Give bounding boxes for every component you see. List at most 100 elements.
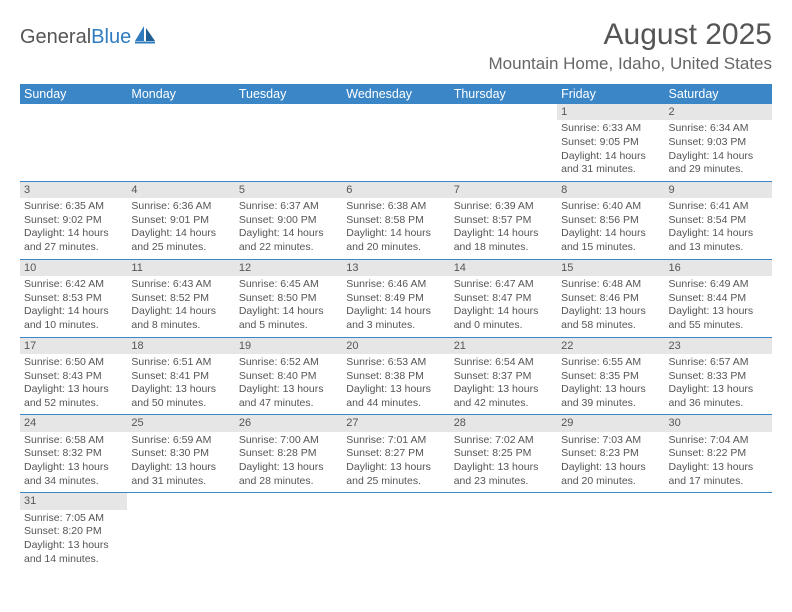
sunset: Sunset: 8:38 PM bbox=[346, 370, 445, 384]
calendar-table: SundayMondayTuesdayWednesdayThursdayFrid… bbox=[20, 84, 772, 570]
sunset: Sunset: 8:57 PM bbox=[454, 214, 553, 228]
sunrise: Sunrise: 6:51 AM bbox=[131, 356, 230, 370]
day-number: 13 bbox=[342, 260, 449, 276]
sunrise: Sunrise: 6:49 AM bbox=[669, 278, 768, 292]
sunset: Sunset: 8:40 PM bbox=[239, 370, 338, 384]
day-number: 5 bbox=[235, 182, 342, 198]
sunrise: Sunrise: 7:00 AM bbox=[239, 434, 338, 448]
daylight: Daylight: 13 hours and 20 minutes. bbox=[561, 461, 660, 488]
daylight: Daylight: 14 hours and 0 minutes. bbox=[454, 305, 553, 332]
daylight: Daylight: 13 hours and 39 minutes. bbox=[561, 383, 660, 410]
sunrise: Sunrise: 6:42 AM bbox=[24, 278, 123, 292]
calendar-cell: 16Sunrise: 6:49 AMSunset: 8:44 PMDayligh… bbox=[665, 259, 772, 337]
day-body: Sunrise: 6:55 AMSunset: 8:35 PMDaylight:… bbox=[557, 354, 664, 415]
day-body: Sunrise: 6:47 AMSunset: 8:47 PMDaylight:… bbox=[450, 276, 557, 337]
sunset: Sunset: 8:27 PM bbox=[346, 447, 445, 461]
sunrise: Sunrise: 6:34 AM bbox=[669, 122, 768, 136]
sunset: Sunset: 8:30 PM bbox=[131, 447, 230, 461]
calendar-cell: 28Sunrise: 7:02 AMSunset: 8:25 PMDayligh… bbox=[450, 415, 557, 493]
sunset: Sunset: 9:03 PM bbox=[669, 136, 768, 150]
daylight: Daylight: 13 hours and 34 minutes. bbox=[24, 461, 123, 488]
day-number: 23 bbox=[665, 338, 772, 354]
sunrise: Sunrise: 6:52 AM bbox=[239, 356, 338, 370]
sunrise: Sunrise: 6:46 AM bbox=[346, 278, 445, 292]
day-header: Thursday bbox=[450, 84, 557, 104]
sunrise: Sunrise: 6:50 AM bbox=[24, 356, 123, 370]
sunset: Sunset: 8:22 PM bbox=[669, 447, 768, 461]
calendar-cell: 31Sunrise: 7:05 AMSunset: 8:20 PMDayligh… bbox=[20, 493, 127, 570]
day-header: Sunday bbox=[20, 84, 127, 104]
day-header: Wednesday bbox=[342, 84, 449, 104]
day-number: 20 bbox=[342, 338, 449, 354]
day-number: 24 bbox=[20, 415, 127, 431]
sunrise: Sunrise: 7:04 AM bbox=[669, 434, 768, 448]
day-number: 28 bbox=[450, 415, 557, 431]
sunrise: Sunrise: 6:36 AM bbox=[131, 200, 230, 214]
day-number: 29 bbox=[557, 415, 664, 431]
day-body: Sunrise: 6:54 AMSunset: 8:37 PMDaylight:… bbox=[450, 354, 557, 415]
daylight: Daylight: 13 hours and 25 minutes. bbox=[346, 461, 445, 488]
sunrise: Sunrise: 6:33 AM bbox=[561, 122, 660, 136]
day-body: Sunrise: 6:37 AMSunset: 9:00 PMDaylight:… bbox=[235, 198, 342, 259]
sunset: Sunset: 8:53 PM bbox=[24, 292, 123, 306]
calendar-week: 1Sunrise: 6:33 AMSunset: 9:05 PMDaylight… bbox=[20, 104, 772, 181]
calendar-cell: 15Sunrise: 6:48 AMSunset: 8:46 PMDayligh… bbox=[557, 259, 664, 337]
day-body: Sunrise: 6:33 AMSunset: 9:05 PMDaylight:… bbox=[557, 120, 664, 181]
day-number: 25 bbox=[127, 415, 234, 431]
sunrise: Sunrise: 6:48 AM bbox=[561, 278, 660, 292]
calendar-week: 17Sunrise: 6:50 AMSunset: 8:43 PMDayligh… bbox=[20, 337, 772, 415]
day-number: 2 bbox=[665, 104, 772, 120]
sunset: Sunset: 8:52 PM bbox=[131, 292, 230, 306]
day-body: Sunrise: 6:53 AMSunset: 8:38 PMDaylight:… bbox=[342, 354, 449, 415]
sunrise: Sunrise: 6:54 AM bbox=[454, 356, 553, 370]
sunset: Sunset: 8:47 PM bbox=[454, 292, 553, 306]
day-body: Sunrise: 6:34 AMSunset: 9:03 PMDaylight:… bbox=[665, 120, 772, 181]
calendar-cell: 9Sunrise: 6:41 AMSunset: 8:54 PMDaylight… bbox=[665, 181, 772, 259]
daylight: Daylight: 14 hours and 5 minutes. bbox=[239, 305, 338, 332]
sunrise: Sunrise: 6:40 AM bbox=[561, 200, 660, 214]
day-number: 21 bbox=[450, 338, 557, 354]
sunset: Sunset: 8:32 PM bbox=[24, 447, 123, 461]
day-body: Sunrise: 6:46 AMSunset: 8:49 PMDaylight:… bbox=[342, 276, 449, 337]
sunset: Sunset: 8:20 PM bbox=[24, 525, 123, 539]
calendar-cell: 21Sunrise: 6:54 AMSunset: 8:37 PMDayligh… bbox=[450, 337, 557, 415]
calendar-cell: 8Sunrise: 6:40 AMSunset: 8:56 PMDaylight… bbox=[557, 181, 664, 259]
sunrise: Sunrise: 6:55 AM bbox=[561, 356, 660, 370]
day-number: 1 bbox=[557, 104, 664, 120]
daylight: Daylight: 14 hours and 22 minutes. bbox=[239, 227, 338, 254]
day-number: 15 bbox=[557, 260, 664, 276]
sunset: Sunset: 8:50 PM bbox=[239, 292, 338, 306]
day-number: 7 bbox=[450, 182, 557, 198]
sunset: Sunset: 8:28 PM bbox=[239, 447, 338, 461]
day-number: 18 bbox=[127, 338, 234, 354]
day-body: Sunrise: 6:48 AMSunset: 8:46 PMDaylight:… bbox=[557, 276, 664, 337]
sunset: Sunset: 8:23 PM bbox=[561, 447, 660, 461]
daylight: Daylight: 13 hours and 52 minutes. bbox=[24, 383, 123, 410]
day-number: 9 bbox=[665, 182, 772, 198]
sunrise: Sunrise: 6:39 AM bbox=[454, 200, 553, 214]
day-number: 12 bbox=[235, 260, 342, 276]
daylight: Daylight: 14 hours and 8 minutes. bbox=[131, 305, 230, 332]
calendar-cell: 5Sunrise: 6:37 AMSunset: 9:00 PMDaylight… bbox=[235, 181, 342, 259]
daylight: Daylight: 14 hours and 20 minutes. bbox=[346, 227, 445, 254]
day-number: 16 bbox=[665, 260, 772, 276]
calendar-week: 24Sunrise: 6:58 AMSunset: 8:32 PMDayligh… bbox=[20, 415, 772, 493]
daylight: Daylight: 13 hours and 47 minutes. bbox=[239, 383, 338, 410]
sunrise: Sunrise: 7:05 AM bbox=[24, 512, 123, 526]
day-header: Tuesday bbox=[235, 84, 342, 104]
calendar-cell: 29Sunrise: 7:03 AMSunset: 8:23 PMDayligh… bbox=[557, 415, 664, 493]
calendar-cell: 17Sunrise: 6:50 AMSunset: 8:43 PMDayligh… bbox=[20, 337, 127, 415]
day-number: 3 bbox=[20, 182, 127, 198]
calendar-cell: 2Sunrise: 6:34 AMSunset: 9:03 PMDaylight… bbox=[665, 104, 772, 181]
sunrise: Sunrise: 6:35 AM bbox=[24, 200, 123, 214]
sunrise: Sunrise: 6:57 AM bbox=[669, 356, 768, 370]
calendar-cell: 6Sunrise: 6:38 AMSunset: 8:58 PMDaylight… bbox=[342, 181, 449, 259]
calendar-cell bbox=[235, 493, 342, 570]
sunrise: Sunrise: 6:47 AM bbox=[454, 278, 553, 292]
day-number: 14 bbox=[450, 260, 557, 276]
calendar-week: 10Sunrise: 6:42 AMSunset: 8:53 PMDayligh… bbox=[20, 259, 772, 337]
day-body: Sunrise: 6:59 AMSunset: 8:30 PMDaylight:… bbox=[127, 432, 234, 493]
sunrise: Sunrise: 6:43 AM bbox=[131, 278, 230, 292]
logo-text: GeneralBlue bbox=[20, 26, 131, 49]
daylight: Daylight: 13 hours and 28 minutes. bbox=[239, 461, 338, 488]
